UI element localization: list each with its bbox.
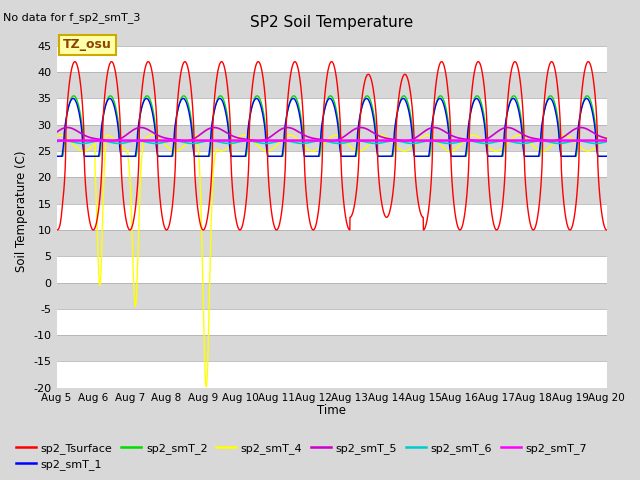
sp2_smT_5	[593, 132, 600, 137]
sp2_smT_6	[264, 141, 271, 146]
sp2_smT_2	[400, 93, 408, 99]
sp2_smT_6	[603, 139, 611, 144]
sp2_smT_2	[287, 96, 295, 101]
sp2_smT_6	[148, 140, 156, 146]
Bar	[56, 335, 607, 361]
sp2_Tsurface	[603, 227, 611, 233]
Bar	[56, 204, 607, 230]
sp2_smT_5	[287, 125, 295, 131]
sp2_smT_1	[603, 154, 611, 159]
sp2_smT_6	[317, 138, 324, 144]
Bar	[56, 72, 607, 98]
sp2_smT_4	[424, 132, 431, 138]
sp2_smT_4	[264, 148, 271, 154]
sp2_smT_5	[603, 135, 611, 141]
sp2_Tsurface	[116, 107, 124, 113]
Line: sp2_Tsurface: sp2_Tsurface	[56, 61, 607, 230]
sp2_Tsurface	[592, 104, 600, 109]
Bar	[56, 283, 607, 309]
sp2_smT_7	[603, 138, 611, 144]
sp2_smT_4	[148, 132, 156, 138]
sp2_Tsurface	[533, 219, 541, 225]
Bar	[56, 125, 607, 151]
sp2_smT_4	[593, 144, 600, 149]
sp2_smT_6	[533, 138, 541, 144]
sp2_Tsurface	[52, 227, 60, 233]
Line: sp2_smT_4: sp2_smT_4	[56, 135, 607, 387]
sp2_Tsurface	[71, 59, 79, 64]
sp2_smT_4	[115, 142, 123, 147]
Title: SP2 Soil Temperature: SP2 Soil Temperature	[250, 15, 413, 30]
Legend: sp2_Tsurface, sp2_smT_1, sp2_smT_2, sp2_smT_4, sp2_smT_5, sp2_smT_6, sp2_smT_7: sp2_Tsurface, sp2_smT_1, sp2_smT_2, sp2_…	[12, 438, 591, 474]
Line: sp2_smT_2: sp2_smT_2	[56, 96, 607, 156]
Text: No data for f_sp2_smT_3: No data for f_sp2_smT_3	[3, 12, 141, 23]
Line: sp2_smT_5: sp2_smT_5	[56, 128, 607, 141]
sp2_smT_6	[287, 139, 295, 144]
sp2_smT_5	[328, 138, 336, 144]
sp2_smT_1	[533, 154, 541, 159]
sp2_smT_7	[592, 138, 600, 144]
Bar	[56, 361, 607, 388]
Line: sp2_smT_6: sp2_smT_6	[56, 141, 607, 144]
sp2_smT_6	[593, 141, 600, 146]
sp2_smT_5	[115, 136, 123, 142]
sp2_smT_1	[52, 154, 60, 159]
Bar	[56, 46, 607, 72]
sp2_Tsurface	[264, 158, 271, 164]
sp2_smT_1	[264, 152, 271, 158]
sp2_smT_5	[52, 130, 60, 135]
Bar	[56, 177, 607, 204]
sp2_smT_7	[264, 138, 271, 144]
Line: sp2_smT_1: sp2_smT_1	[56, 98, 607, 156]
sp2_smT_5	[264, 136, 271, 142]
sp2_smT_6	[298, 141, 306, 146]
sp2_Tsurface	[287, 67, 295, 72]
sp2_smT_4	[603, 133, 611, 139]
sp2_smT_6	[115, 141, 123, 146]
Text: TZ_osu: TZ_osu	[63, 38, 112, 51]
Bar	[56, 230, 607, 256]
sp2_smT_5	[533, 136, 541, 142]
sp2_smT_1	[115, 140, 123, 146]
sp2_smT_5	[137, 125, 145, 131]
sp2_smT_2	[148, 103, 156, 108]
sp2_smT_1	[287, 97, 295, 103]
sp2_smT_2	[533, 154, 541, 159]
sp2_smT_2	[603, 154, 611, 159]
sp2_smT_4	[533, 146, 541, 152]
X-axis label: Time: Time	[317, 404, 346, 417]
sp2_smT_5	[148, 129, 156, 135]
sp2_smT_7	[532, 138, 540, 144]
Y-axis label: Soil Temperature (C): Soil Temperature (C)	[15, 151, 28, 272]
sp2_smT_4	[202, 384, 210, 390]
sp2_smT_2	[115, 129, 123, 135]
sp2_smT_7	[52, 138, 60, 144]
sp2_Tsurface	[148, 69, 156, 75]
sp2_smT_2	[52, 154, 60, 159]
sp2_smT_1	[592, 140, 600, 145]
sp2_smT_7	[115, 138, 123, 144]
sp2_smT_4	[52, 133, 60, 139]
Bar	[56, 151, 607, 177]
sp2_smT_6	[52, 139, 60, 144]
Bar	[56, 256, 607, 283]
Bar	[56, 309, 607, 335]
sp2_smT_7	[148, 138, 156, 144]
sp2_smT_4	[287, 132, 295, 138]
sp2_smT_1	[289, 96, 297, 101]
sp2_smT_2	[592, 129, 600, 134]
sp2_smT_7	[287, 138, 295, 144]
Bar	[56, 98, 607, 125]
sp2_smT_2	[264, 150, 271, 156]
sp2_smT_1	[148, 108, 156, 113]
